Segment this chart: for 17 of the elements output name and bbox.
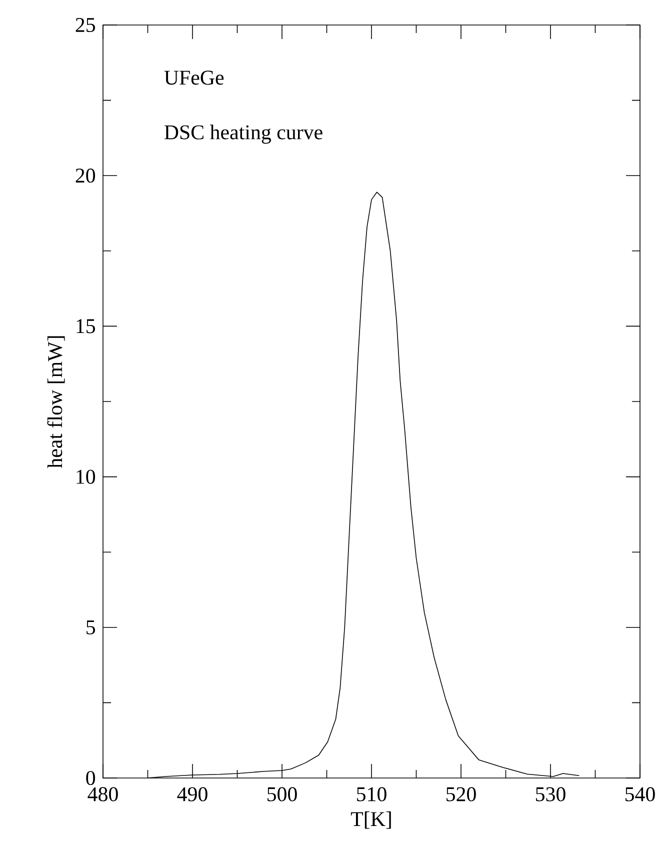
y-tick-label: 0 xyxy=(86,770,96,786)
annotation: DSC heating curve xyxy=(164,124,322,144)
y-tick-label: 5 xyxy=(86,620,96,634)
x-tick-label: 500 xyxy=(268,787,297,802)
y-axis-title: heat flow [mW] xyxy=(47,336,65,468)
x-tick-label: 480 xyxy=(88,787,118,802)
x-tick-label: 540 xyxy=(626,787,655,802)
x-tick-label: 520 xyxy=(446,787,476,802)
x-tick-label: 530 xyxy=(536,787,566,802)
annotation: UFeGe xyxy=(164,70,224,85)
y-tick-label: 15 xyxy=(76,319,96,334)
x-axis-title: T[K] xyxy=(350,811,391,829)
y-tick-label: 10 xyxy=(76,470,96,484)
x-tick-label: 490 xyxy=(177,787,208,802)
y-tick-label: 20 xyxy=(76,168,96,183)
x-tick-label: 510 xyxy=(357,787,386,802)
y-tick-label: 25 xyxy=(76,18,96,32)
